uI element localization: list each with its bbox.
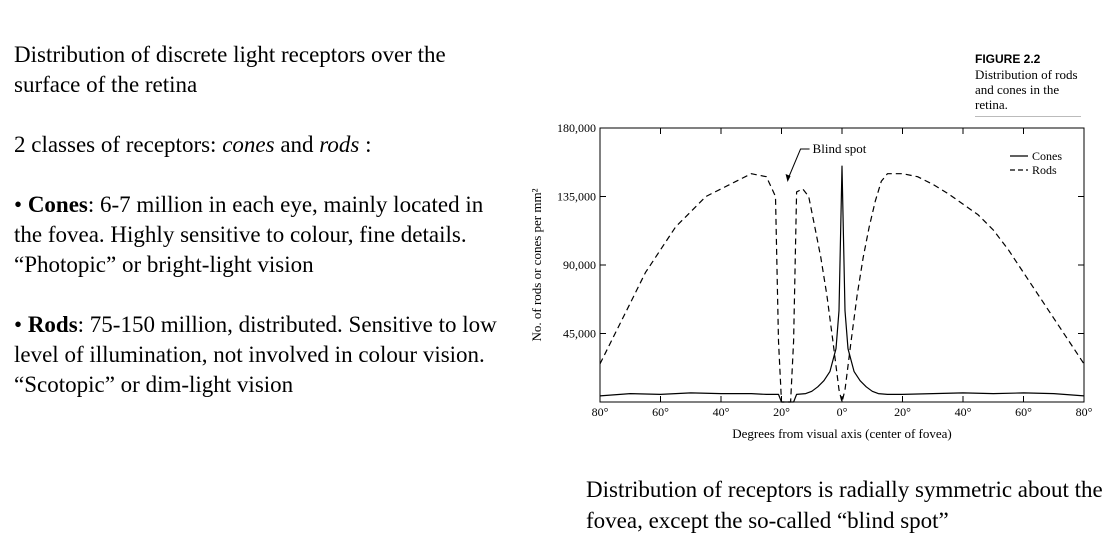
x-tick-label: 40° (713, 405, 730, 419)
x-tick-label: 20° (894, 405, 911, 419)
figure-caption-rule (975, 116, 1081, 117)
x-tick-label: 60° (1015, 405, 1032, 419)
heading: Distribution of discrete light receptors… (14, 42, 446, 97)
annotation-pointer (787, 148, 810, 181)
x-tick-label: 80° (1076, 405, 1093, 419)
bottom-caption: Distribution of receptors is radially sy… (586, 477, 1103, 533)
rods-text: : 75-150 million, distributed. Sensitive… (14, 312, 497, 367)
x-tick-label: 20° (773, 405, 790, 419)
series-line-rods (599, 173, 1085, 403)
rods-bullet: • (14, 312, 28, 337)
x-tick-label: 60° (652, 405, 669, 419)
figure-number: FIGURE 2.2 (975, 52, 1041, 66)
x-tick-label: 0° (837, 405, 848, 419)
rods-vision: “Scotopic” or dim-light vision (14, 372, 294, 397)
rods-title: Rods (27, 312, 78, 337)
classes-rods: rods (319, 132, 360, 157)
annotation-blind-spot: Blind spot (813, 141, 867, 156)
figure-caption: FIGURE 2.2 Distribution of rods and cone… (975, 52, 1085, 117)
cones-title: Cones (27, 192, 88, 217)
y-tick-label: 135,000 (557, 190, 596, 204)
x-axis-label: Degrees from visual axis (center of fove… (732, 426, 951, 441)
description-panel: Distribution of discrete light receptors… (14, 40, 514, 400)
y-tick-label: 180,000 (557, 121, 596, 135)
legend-label-rods: Rods (1032, 163, 1057, 177)
y-tick-label: 90,000 (563, 258, 596, 272)
x-tick-label: 80° (592, 405, 609, 419)
annotation-arrowhead (785, 174, 791, 182)
cones-vision: “Photopic” or bright-light vision (14, 252, 314, 277)
x-tick-label: 40° (955, 405, 972, 419)
figure-caption-text: Distribution of rods and cones in the re… (975, 67, 1078, 112)
classes-line: 2 classes of receptors: cones and rods : (14, 130, 514, 160)
cones-bullet: • (14, 192, 28, 217)
series-line-cones (599, 165, 1085, 403)
classes-suffix: : (359, 132, 372, 157)
y-axis-label: No. of rods or cones per mm² (529, 188, 544, 341)
cones-paragraph: • Cones: 6-7 million in each eye, mainly… (14, 190, 514, 250)
classes-prefix: 2 classes of receptors: (14, 132, 223, 157)
legend-label-cones: Cones (1032, 149, 1062, 163)
y-tick-label: 45,000 (563, 327, 596, 341)
rods-paragraph: • Rods: 75-150 million, distributed. Sen… (14, 310, 514, 370)
classes-and: and (274, 132, 320, 157)
cones-text: : 6-7 million in each eye, mainly locate… (14, 192, 484, 247)
classes-cones: cones (222, 132, 275, 157)
